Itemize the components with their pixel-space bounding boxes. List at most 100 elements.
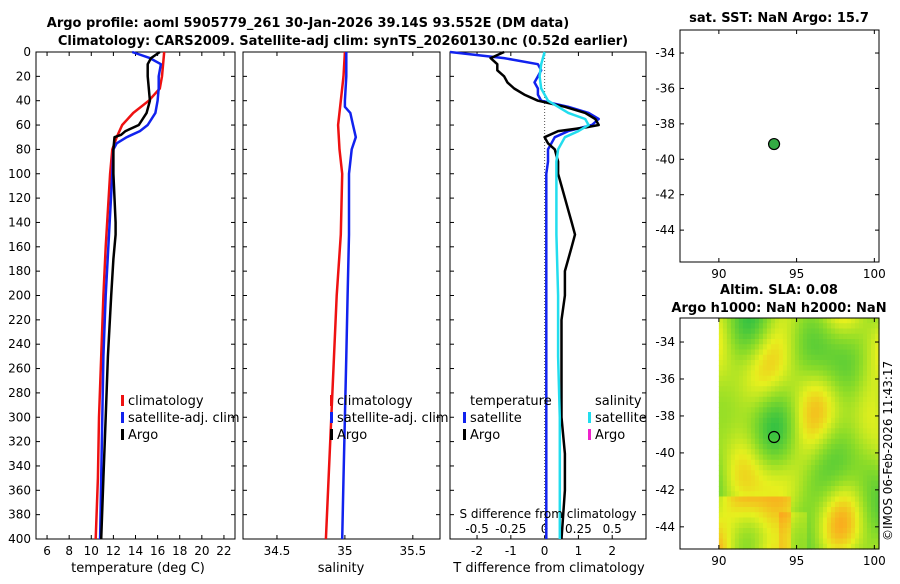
sla-cell (774, 402, 780, 408)
sla-cell (850, 333, 856, 340)
sla-cell (834, 423, 840, 429)
sla-cell (875, 454, 880, 461)
sla-cell (838, 533, 844, 540)
sla-cell (850, 486, 856, 492)
sla-cell (850, 417, 856, 424)
sla-cell (842, 391, 848, 398)
sla-cell (842, 496, 848, 503)
sla-cell (802, 507, 808, 513)
sla-cell (734, 365, 740, 372)
sla-cell (774, 417, 780, 424)
sla-cell (786, 496, 792, 503)
sla-cell (794, 396, 800, 403)
y-tick-label: -42 (655, 188, 675, 202)
sla-cell (858, 428, 864, 435)
sla-cell (722, 475, 728, 482)
sla-cell (846, 407, 852, 414)
sla-cell (754, 391, 760, 398)
sla-cell (790, 349, 796, 356)
sla-cell (866, 344, 872, 351)
sla-cell (750, 333, 756, 340)
sla-cell (726, 333, 732, 340)
sla-cell (822, 365, 828, 372)
sla-cell (866, 370, 872, 377)
sla-cell (742, 323, 748, 330)
sla-cell (734, 444, 740, 450)
sla-cell (738, 444, 744, 450)
sla-cell (870, 480, 876, 487)
sla-cell (718, 360, 724, 366)
legend-satellite-adj: satellite-adj. clim (337, 411, 449, 426)
sla-cell (798, 486, 804, 492)
sla-cell (718, 538, 724, 545)
sla-cell (814, 496, 820, 503)
sla-cell (734, 517, 740, 524)
sla-cell (778, 328, 784, 335)
sla-cell (790, 360, 796, 366)
sla-cell (746, 507, 752, 513)
sla-cell (774, 454, 780, 461)
sla-cell (762, 528, 768, 534)
sla-cell (722, 391, 728, 398)
series-s-satellite (538, 51, 590, 539)
sla-cell (838, 501, 844, 508)
sla-cell (866, 323, 872, 330)
sla-cell (834, 475, 840, 482)
sla-cell (826, 375, 832, 382)
sla-cell (730, 538, 736, 545)
sla-cell (762, 444, 768, 450)
sla-cell (798, 381, 804, 387)
sla-cell (862, 354, 868, 361)
legend-temperature-title: temperature (470, 394, 552, 409)
y-tick-label: 320 (8, 435, 31, 449)
sla-cell (718, 339, 724, 345)
sla-cell (794, 465, 800, 471)
sla-cell (734, 433, 740, 440)
sla-cell (875, 475, 880, 482)
sla-cell (850, 480, 856, 487)
difference-legend: temperature salinity satellite Argo sate… (463, 394, 647, 443)
x-tick-label: 0 (541, 544, 549, 558)
sla-cell (758, 396, 764, 403)
sla-cell (794, 423, 800, 429)
sla-cell (854, 501, 860, 508)
sla-cell (738, 344, 744, 351)
sla-cell (742, 522, 748, 529)
sla-cell (806, 360, 812, 366)
sla-cell (786, 486, 792, 492)
sla-cell (822, 386, 828, 393)
sla-cell (850, 507, 856, 513)
sla-cell (786, 517, 792, 524)
sla-cell (746, 412, 752, 419)
sla-cell (786, 396, 792, 403)
sla-cell (798, 470, 804, 477)
sla-cell (838, 470, 844, 477)
legend-swatch-satellite (330, 412, 333, 423)
sla-cell (826, 428, 832, 435)
top-tick-label: 0.25 (565, 522, 592, 536)
sla-cell (754, 323, 760, 330)
sla-cell (730, 475, 736, 482)
sla-cell (722, 354, 728, 361)
sla-cell (810, 533, 816, 540)
sla-cell (798, 354, 804, 361)
legend-swatch-climatology (121, 395, 124, 406)
sla-cell (766, 339, 772, 345)
sla-cell (750, 465, 756, 471)
sla-cell (834, 344, 840, 351)
sla-cell (778, 438, 784, 445)
sla-cell (842, 543, 848, 550)
sla-cell (850, 412, 856, 419)
sla-cell (762, 349, 768, 356)
sla-cell (770, 449, 776, 456)
sla-cell (822, 465, 828, 471)
sla-cell (766, 391, 772, 398)
sla-cell (774, 444, 780, 450)
sla-cell (870, 449, 876, 456)
sla-cell (830, 433, 836, 440)
sla-cell (854, 486, 860, 492)
sla-cell (802, 475, 808, 482)
sla-cell (858, 423, 864, 429)
sla-cell (842, 533, 848, 540)
sla-cell (875, 318, 880, 324)
